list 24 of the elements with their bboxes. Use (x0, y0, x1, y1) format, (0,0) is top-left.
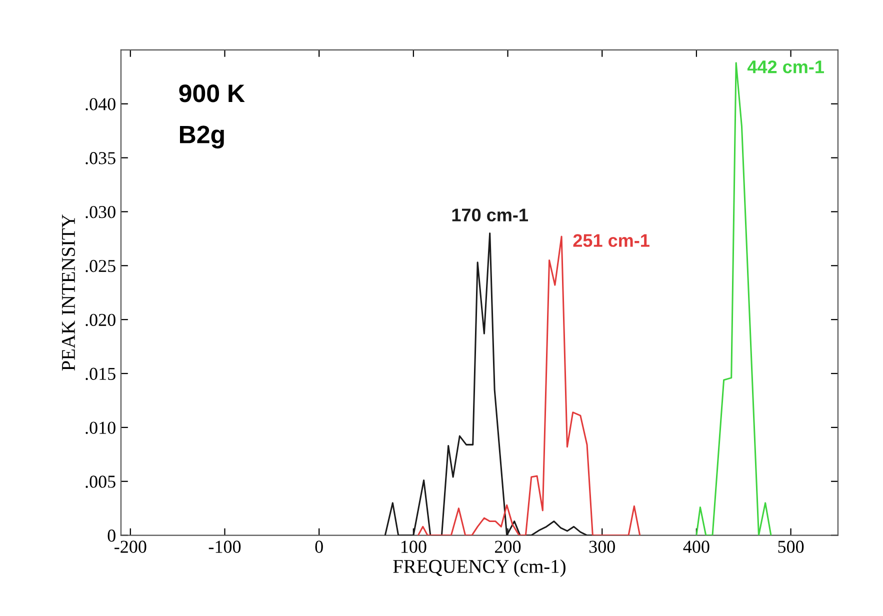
y-tick-label: 0 (108, 530, 116, 542)
annotation: 900 K (179, 84, 245, 102)
y-tick-label: .040 (86, 98, 116, 110)
y-tick-label: .035 (86, 152, 116, 164)
x-tick-label: -100 (208, 540, 241, 553)
x-axis-title: FREQUENCY (cm-1) (393, 559, 566, 577)
y-tick-label: .030 (86, 206, 116, 218)
x-tick-label: 0 (315, 540, 323, 553)
x-tick-label: 300 (589, 540, 615, 553)
y-tick-label: .025 (86, 260, 116, 272)
annotation: B2g (180, 126, 224, 148)
y-tick-label: .015 (86, 368, 116, 380)
x-tick-label: -200 (114, 540, 146, 553)
x-tick-label: 200 (495, 540, 521, 553)
y-tick-label: .010 (86, 422, 116, 434)
x-tick-label: 500 (778, 540, 804, 553)
y-tick-label: .005 (86, 476, 116, 488)
x-tick-label: 400 (683, 540, 710, 553)
series-label: 442 cm-1 (747, 60, 824, 74)
y-tick-label: .020 (86, 314, 116, 326)
series-label: 170 cm-1 (452, 208, 528, 222)
y-axis-title: PEAK INTENSITY (62, 214, 76, 371)
x-tick-label: 100 (401, 540, 426, 553)
series-label: 251 cm-1 (573, 234, 650, 247)
